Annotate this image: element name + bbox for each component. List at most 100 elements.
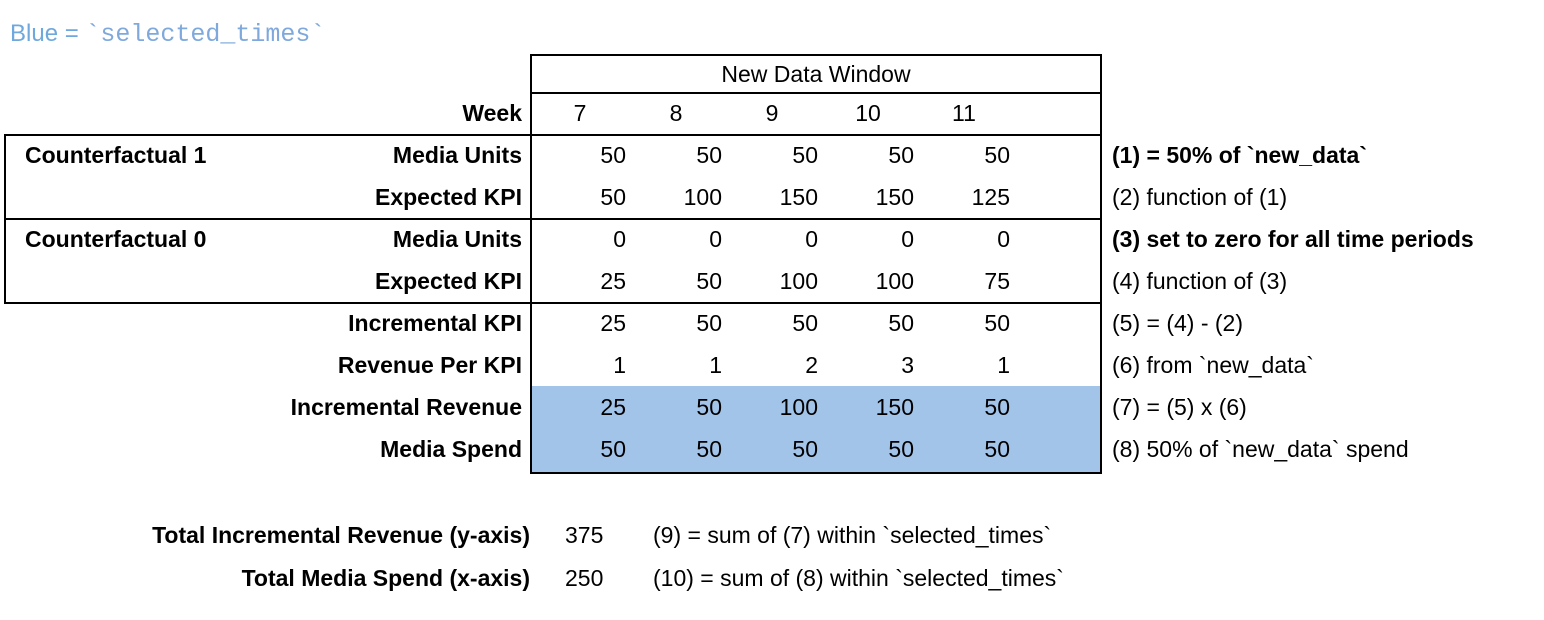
header-separator-line [530, 92, 1102, 94]
total-incremental-revenue-row: Total Incremental Revenue (y-axis) 375 (… [0, 514, 1544, 556]
value-cell: 75 [984, 268, 1010, 294]
row-cells: 0 0 0 0 0 [532, 218, 1100, 260]
value-cell: 0 [901, 226, 914, 252]
value-cell: 25 [600, 394, 626, 420]
value-cell: 100 [875, 268, 914, 294]
row-annotation: (2) function of (1) [1112, 184, 1288, 210]
value-cell: 1 [709, 352, 722, 378]
week-label: Week [462, 100, 522, 126]
row-cells: 50 50 50 50 50 [532, 134, 1100, 176]
value-cell: 50 [696, 310, 722, 336]
table-row-incremental-revenue: Incremental Revenue 25 50 100 150 50 (7)… [0, 386, 1544, 428]
value-cell: 150 [875, 394, 914, 420]
value-cell: 50 [696, 142, 722, 168]
row-annotation: (8) 50% of `new_data` spend [1112, 436, 1409, 462]
counterfactual-0-box [4, 218, 532, 304]
new-data-window-banner: New Data Window [721, 61, 911, 87]
value-cell: 50 [792, 436, 818, 462]
legend-code: `selected_times` [85, 20, 326, 49]
value-cell: 2 [805, 352, 818, 378]
value-cell: 50 [888, 310, 914, 336]
value-cell: 50 [696, 394, 722, 420]
week-cell: 8 [669, 100, 683, 126]
table-row-media-spend: Media Spend 50 50 50 50 50 (8) 50% of `n… [0, 428, 1544, 470]
row-label: Media Units [392, 142, 522, 168]
table-row-media-units-cf0: Counterfactual 0 Media Units 0 0 0 0 0 (… [0, 218, 1544, 260]
value-cell: 50 [888, 436, 914, 462]
total-annotation: (10) = sum of (8) within `selected_times… [653, 565, 1064, 591]
value-cell: 50 [792, 142, 818, 168]
week-cell: 11 [952, 100, 976, 126]
week-cells: 7 8 9 10 11 [532, 92, 1100, 134]
row-label: Incremental Revenue [290, 394, 522, 420]
row-label: Revenue Per KPI [337, 352, 522, 378]
week-row: Week 7 8 9 10 11 [0, 92, 1544, 134]
total-media-spend-row: Total Media Spend (x-axis) 250 (10) = su… [0, 557, 1544, 599]
table-row-revenue-per-kpi: Revenue Per KPI 1 1 2 3 1 (6) from `new_… [0, 344, 1544, 386]
table-row-incremental-kpi: Incremental KPI 25 50 50 50 50 (5) = (4)… [0, 302, 1544, 344]
value-cell: 50 [984, 310, 1010, 336]
value-cell: 100 [683, 184, 722, 210]
value-cell: 50 [888, 142, 914, 168]
value-cell: 25 [600, 310, 626, 336]
row-cells: 50 100 150 150 125 [532, 176, 1100, 218]
value-cell: 25 [600, 268, 626, 294]
total-annotation: (9) = sum of (7) within `selected_times` [653, 522, 1052, 548]
value-cell: 0 [997, 226, 1010, 252]
row-label: Incremental KPI [348, 310, 522, 336]
cf1-separator-line [530, 218, 1102, 220]
row-label: Expected KPI [375, 184, 522, 210]
total-label: Total Media Spend (x-axis) [241, 565, 530, 591]
row-label: Media Spend [380, 436, 522, 462]
row-cells: 25 50 100 150 50 [532, 386, 1100, 428]
cf0-separator-line [530, 302, 1102, 304]
week-cell: 9 [765, 100, 779, 126]
table-row-media-units-cf1: Counterfactual 1 Media Units 50 50 50 50… [0, 134, 1544, 176]
value-cell: 50 [792, 310, 818, 336]
row-cells: 50 50 50 50 50 [532, 428, 1100, 470]
value-cell: 50 [984, 142, 1010, 168]
value-cell: 1 [613, 352, 626, 378]
value-cell: 0 [613, 226, 626, 252]
table-row-expected-kpi-cf0: Expected KPI 25 50 100 100 75 (4) functi… [0, 260, 1544, 302]
row-cells: 25 50 100 100 75 [532, 260, 1100, 302]
total-value: 375 [565, 522, 604, 548]
row-annotation: (7) = (5) x (6) [1112, 394, 1247, 420]
counterfactual-1-label: Counterfactual 1 [25, 142, 207, 168]
value-cell: 3 [901, 352, 914, 378]
value-cell: 50 [600, 142, 626, 168]
row-cells: 1 1 2 3 1 [532, 344, 1100, 386]
value-cell: 0 [709, 226, 722, 252]
table-row-expected-kpi-cf1: Expected KPI 50 100 150 150 125 (2) func… [0, 176, 1544, 218]
value-cell: 1 [997, 352, 1010, 378]
week-cell: 10 [855, 100, 881, 126]
value-cell: 50 [600, 184, 626, 210]
row-annotation: (5) = (4) - (2) [1112, 310, 1243, 336]
value-cell: 0 [805, 226, 818, 252]
value-cell: 125 [971, 184, 1010, 210]
legend-text: Blue = [10, 20, 86, 47]
total-label: Total Incremental Revenue (y-axis) [152, 522, 530, 548]
row-label: Media Units [392, 226, 522, 252]
row-annotation: (6) from `new_data` [1112, 352, 1314, 378]
value-cell: 150 [779, 184, 818, 210]
value-cell: 50 [696, 436, 722, 462]
value-cell: 50 [600, 436, 626, 462]
row-annotation: (3) set to zero for all time periods [1112, 226, 1474, 252]
row-cells: 25 50 50 50 50 [532, 302, 1100, 344]
total-value: 250 [565, 565, 604, 591]
selected-times-highlight [532, 386, 1100, 472]
row-annotation: (1) = 50% of `new_data` [1112, 142, 1367, 168]
legend-blue-note: Blue = `selected_times` [10, 12, 325, 56]
row-label: Expected KPI [375, 268, 522, 294]
row-annotation: (4) function of (3) [1112, 268, 1288, 294]
value-cell: 50 [984, 436, 1010, 462]
counterfactual-0-label: Counterfactual 0 [25, 226, 207, 252]
value-cell: 100 [779, 394, 818, 420]
week-separator-line [530, 134, 1102, 136]
value-cell: 150 [875, 184, 914, 210]
value-cell: 100 [779, 268, 818, 294]
value-cell: 50 [696, 268, 722, 294]
value-cell: 50 [984, 394, 1010, 420]
